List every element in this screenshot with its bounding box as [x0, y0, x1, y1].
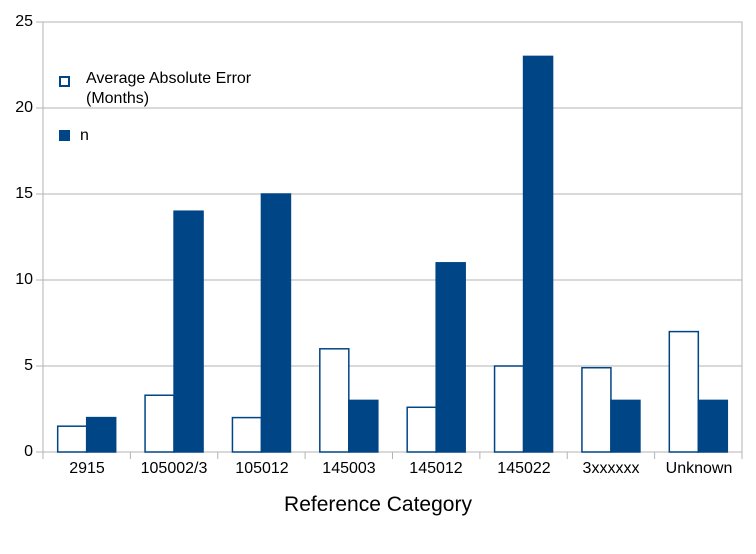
- y-tick-label-20: 20: [15, 99, 33, 116]
- legend-label-average-absolute-error: Average Absolute Error (Months): [86, 70, 252, 107]
- bar-series0-145012: [406, 406, 437, 453]
- bar-series0-105002/3: [144, 394, 175, 453]
- y-tick-label-0: 0: [24, 443, 33, 460]
- legend-swatch-average-absolute-error: [59, 76, 70, 87]
- bar-series1-105012: [260, 193, 292, 453]
- bar-series0-3xxxxxx: [581, 366, 612, 453]
- y-tick-label-25: 25: [15, 13, 33, 30]
- bar-series1-145003: [348, 399, 379, 453]
- y-tick-label-15: 15: [15, 185, 33, 202]
- x-tick-label: 105002/3: [140, 460, 208, 477]
- x-tick-label: 105012: [235, 460, 289, 477]
- bar-series0-Unknown: [668, 330, 700, 453]
- legend-swatch-n: [59, 130, 70, 141]
- bar-series0-145022: [493, 365, 525, 453]
- x-tick-label: 3xxxxxx: [582, 460, 640, 477]
- x-tick-label: 2915: [69, 460, 105, 477]
- legend-label-n: n: [80, 127, 89, 144]
- bar-series1-145022: [522, 55, 554, 453]
- bar-series0-105012: [231, 416, 263, 453]
- x-tick-label: 145003: [322, 460, 376, 477]
- x-tick-label: Unknown: [665, 460, 733, 477]
- y-tick-label-10: 10: [15, 271, 33, 288]
- x-tick-label: 145022: [497, 460, 551, 477]
- bar-series0-2915: [56, 425, 88, 453]
- bar-series0-145003: [319, 348, 350, 453]
- bar-series1-Unknown: [697, 399, 729, 453]
- x-tick-label: 145012: [409, 460, 463, 477]
- bar-series1-105002/3: [173, 210, 204, 453]
- bar-series1-3xxxxxx: [610, 399, 641, 453]
- x-axis-title: Reference Category: [284, 493, 472, 516]
- bar-series1-145012: [435, 262, 466, 453]
- bar-series1-2915: [85, 416, 117, 453]
- y-tick-label-5: 5: [24, 357, 33, 374]
